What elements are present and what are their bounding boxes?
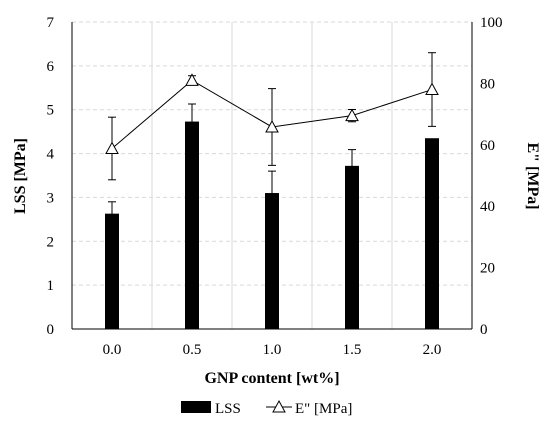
y2-tick-label: 40 <box>480 199 495 215</box>
x-tick-label: 1.5 <box>343 342 362 358</box>
bar-lss-0.0 <box>105 213 119 329</box>
lss-bars <box>105 121 439 329</box>
point-modulus-0.0 <box>105 141 119 154</box>
bar-lss-0.5 <box>185 121 199 329</box>
x-tick-label: 2.0 <box>423 342 442 358</box>
point-modulus-1.0 <box>265 119 279 133</box>
legend: LSS E" [MPa] <box>181 399 352 417</box>
x-tick-label: 1.0 <box>263 342 282 358</box>
y2-axis-title: E" [MPa] <box>524 142 541 209</box>
y-tick-label: 5 <box>47 103 55 119</box>
y2-tick-label: 100 <box>480 15 503 31</box>
x-tick-label: 0.0 <box>103 342 122 358</box>
x-tick-label: 0.5 <box>183 342 202 358</box>
y-tick-label: 0 <box>47 322 55 338</box>
error-bar-lss-1.0 <box>268 170 276 216</box>
bar-lss-1.0 <box>265 193 279 329</box>
error-bar-lss-1.5 <box>348 149 356 183</box>
y2-tick-label: 60 <box>480 138 495 154</box>
x-axis-title: GNP content [wt%] <box>204 370 339 387</box>
y-tick-label: 7 <box>47 15 55 31</box>
y2-tick-label: 0 <box>480 322 488 338</box>
y-tick-label: 4 <box>47 147 55 163</box>
legend-label-modulus: E" [MPa] <box>295 401 352 417</box>
bar-lss-1.5 <box>345 165 359 329</box>
y2-tick-label: 80 <box>480 76 495 92</box>
y2-tick-label: 20 <box>480 261 495 277</box>
error-bar-lss-0.0 <box>108 201 116 226</box>
axes <box>71 22 473 330</box>
lss-error-bars <box>108 103 356 226</box>
y-tick-label: 1 <box>47 278 55 294</box>
legend-swatch-lss <box>181 401 211 413</box>
tick-labels: 0 1 2 3 4 5 6 7 0 20 40 60 80 100 0.0 0.5 1.0 1.5 2.0 <box>47 15 503 358</box>
modulus-series <box>105 52 439 181</box>
point-modulus-0.5 <box>185 73 199 86</box>
y-axis-title: LSS [MPa] <box>12 138 29 214</box>
point-modulus-2.0 <box>425 82 439 96</box>
y-tick-label: 3 <box>47 190 55 206</box>
error-bar-lss-0.5 <box>188 103 196 140</box>
y-tick-label: 2 <box>47 234 55 250</box>
bar-lss-2.0 <box>425 138 439 329</box>
legend-label-lss: LSS <box>215 401 241 417</box>
legend-swatch-modulus-marker <box>272 399 286 413</box>
point-modulus-1.5 <box>345 108 359 122</box>
y-tick-label: 6 <box>47 59 55 75</box>
